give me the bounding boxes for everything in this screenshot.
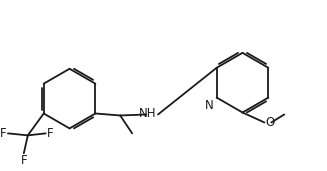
Text: O: O (266, 116, 275, 129)
Text: NH: NH (139, 107, 157, 120)
Text: N: N (205, 98, 214, 112)
Text: F: F (47, 127, 53, 140)
Text: F: F (0, 127, 7, 140)
Text: F: F (21, 154, 27, 167)
